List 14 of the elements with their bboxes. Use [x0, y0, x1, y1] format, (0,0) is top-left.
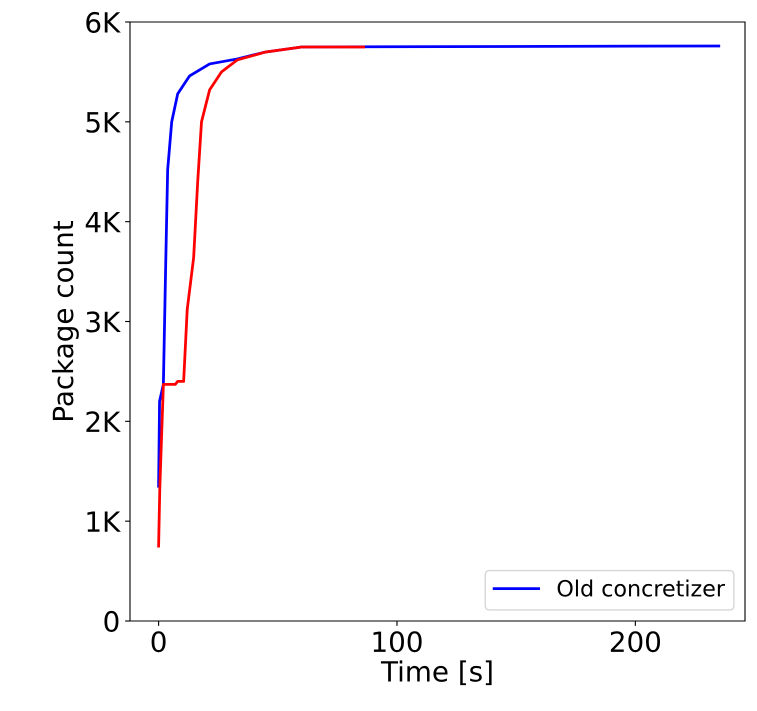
y-tick-label: 3K: [86, 311, 121, 332]
y-tick-label: 5K: [86, 112, 121, 133]
x-axis-title: Time [s]: [380, 660, 492, 686]
x-tick-label: 200: [610, 631, 660, 652]
y-tick-label: 1K: [87, 511, 121, 532]
legend-label: Old concretizer: [558, 579, 725, 597]
y-axis-title: Package count: [52, 220, 79, 420]
line-series: [157, 46, 365, 548]
x-tick-label: 100: [374, 631, 422, 652]
y-tick-label: 4K: [86, 212, 121, 232]
y-tick-label: 2K: [86, 411, 121, 432]
x-tick-label: 0: [152, 631, 166, 652]
y-tick-label: 0: [104, 610, 118, 632]
y-tick-label: 6K: [86, 12, 121, 33]
